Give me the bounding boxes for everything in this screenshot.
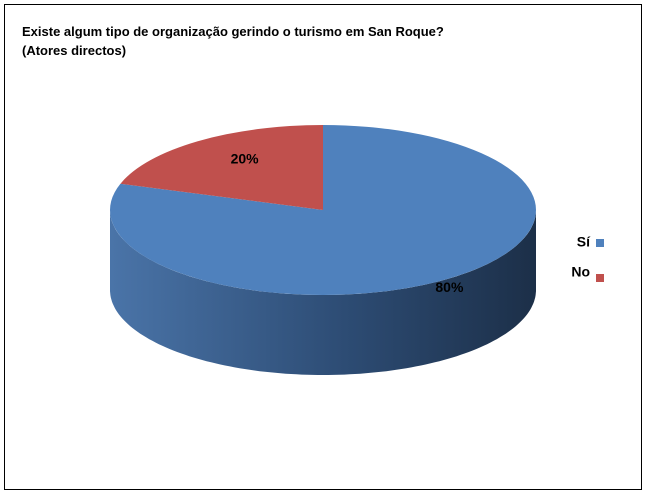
pie-slice [110,125,537,295]
chart-title: Existe algum tipo de organização gerindo… [22,24,444,58]
legend-label: No [571,264,590,280]
data-label: 20% [231,150,260,166]
data-label: 80% [435,279,464,295]
pie-slice [120,125,324,210]
legend-label: Sí [577,234,591,250]
chart-frame [4,4,642,490]
legend-swatch [596,274,604,282]
pie-slice-side [110,211,536,375]
legend-swatch [596,239,604,247]
